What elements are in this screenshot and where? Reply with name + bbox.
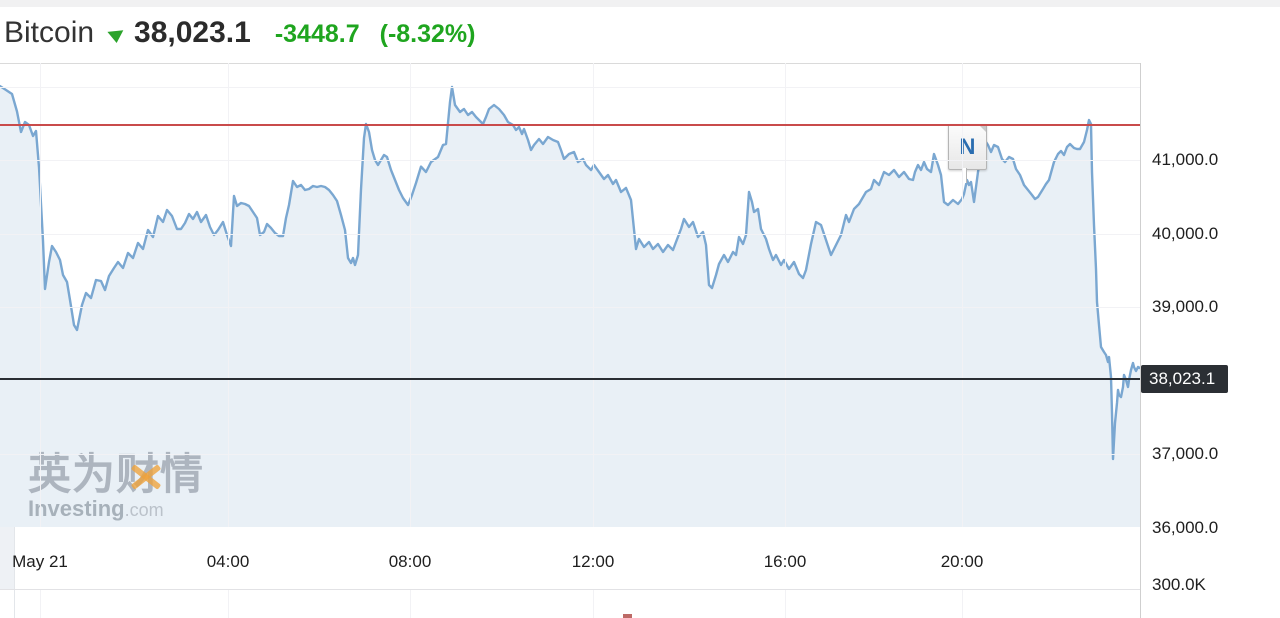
price-change-percent: (-8.32%) [379,20,476,48]
left-edge-gridline [14,527,15,618]
area-fill [0,86,1140,527]
price-down-arrow-icon [107,30,125,44]
time-gridline [962,63,963,527]
price-gridline [0,454,1140,455]
x-axis-tick-label: 08:00 [388,552,432,571]
price-chart[interactable]: 英为财情 Investing.com N [0,63,1140,527]
y-axis-tick-label: 36,000.0 [1152,518,1219,537]
time-gridline [40,63,41,527]
volume-time-gridline [40,590,41,618]
last-price-line [0,378,1140,380]
volume-axis-tick-label: 300.0K [1152,575,1206,594]
price-gridline [0,87,1140,88]
x-axis-tick-label: May 21 [12,552,68,571]
price-gridline [0,234,1140,235]
volume-time-gridline [962,590,963,618]
volume-bar [623,614,632,618]
volume-time-gridline [785,590,786,618]
y-axis-tick-label: 39,000.0 [1152,297,1219,316]
volume-time-gridline [593,590,594,618]
x-axis-tick-label: 12:00 [571,552,615,571]
instrument-header: Bitcoin 38,023.1 -3448.7 (-8.32%) [4,16,476,50]
price-change: -3448.7 [274,20,360,48]
price-gridline [0,160,1140,161]
news-marker-dogear [979,125,986,132]
volume-time-gridline [228,590,229,618]
x-axis-tick-label: 16:00 [763,552,807,571]
time-gridline [410,63,411,527]
price-line [0,84,1140,461]
left-edge-artifact [0,527,14,589]
time-gridline [593,63,594,527]
volume-pane[interactable] [0,589,1140,618]
y-axis-border [1140,63,1141,618]
time-gridline [785,63,786,527]
x-axis-tick-label: 20:00 [940,552,984,571]
y-axis-tick-label: 37,000.0 [1152,444,1219,463]
y-axis-tick-label: 40,000.0 [1152,224,1219,243]
volume-time-gridline [410,590,411,618]
news-event-marker[interactable]: N [948,124,987,170]
news-marker-label: N [959,134,976,159]
price-gridline [0,307,1140,308]
y-axis-tick-label: 41,000.0 [1152,150,1219,169]
last-price-badge: 38,023.1 [1141,365,1228,393]
price-area-series [0,84,1140,527]
last-price: 38,023.1 [134,16,251,49]
previous-close-line [0,124,1140,126]
time-gridline [228,63,229,527]
top-strip [0,0,1280,7]
chart-top-border [0,63,1140,64]
x-axis-tick-label: 04:00 [206,552,250,571]
instrument-name: Bitcoin [4,16,95,49]
